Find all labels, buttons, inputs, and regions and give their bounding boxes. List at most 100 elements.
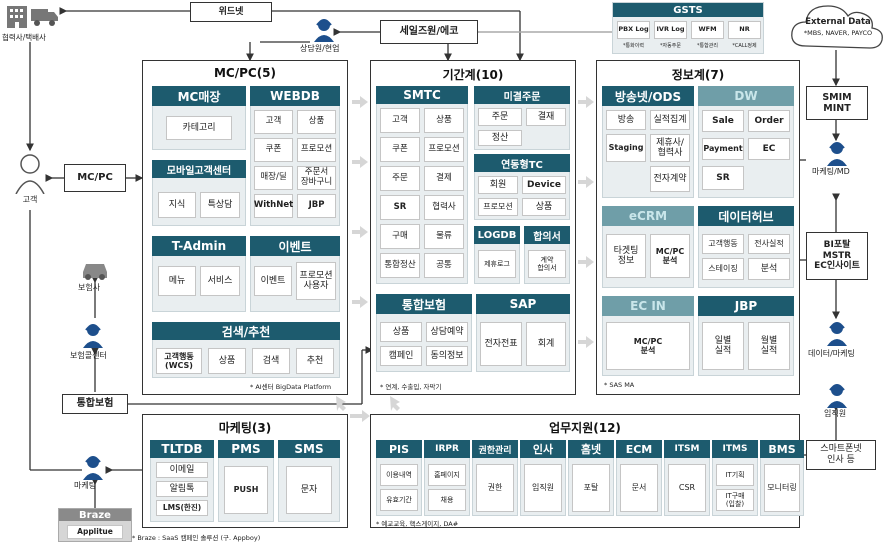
biz-item[interactable]: 모니터링	[764, 464, 800, 512]
gsts-item[interactable]: NR	[728, 21, 761, 39]
tltdb-item[interactable]: 알림톡	[156, 481, 208, 497]
linked-order-item[interactable]: 주문	[478, 108, 522, 126]
linked-order-item[interactable]: 결재	[526, 108, 566, 126]
tltdb-item[interactable]: 이메일	[156, 462, 208, 478]
broadcast-item[interactable]: 전자계약	[650, 166, 690, 192]
smtc-item[interactable]: 공통	[424, 253, 464, 278]
smartphone-hr-box[interactable]: 스마트폰넷 인사 등	[806, 440, 876, 470]
webdb-item[interactable]: 상품	[297, 110, 336, 134]
insurance-item[interactable]: 캠페인	[380, 346, 422, 366]
smtc-item[interactable]: 물류	[424, 224, 464, 249]
smtc-item[interactable]: 쿠폰	[380, 137, 420, 162]
logdb-item[interactable]: 제휴로그	[478, 250, 516, 278]
dw-item[interactable]: Sale	[702, 110, 744, 132]
external-data-sub: *MBS, NAVER, PAYCO	[803, 29, 873, 37]
datahub-item[interactable]: 분석	[748, 258, 790, 280]
event-item[interactable]: 프로모션 사용자	[296, 262, 336, 300]
event-title: 이벤트	[250, 236, 340, 256]
datahub-item[interactable]: 전사실적	[748, 234, 790, 254]
broadcast-item[interactable]: Staging	[606, 134, 646, 162]
jbp-item[interactable]: 일별 실적	[702, 322, 744, 370]
dw-item[interactable]: SR	[702, 166, 744, 190]
smtc-item[interactable]: 구매	[380, 224, 420, 249]
biz-item[interactable]: 이용내역	[380, 464, 418, 486]
smtc-item[interactable]: 협력사	[424, 195, 464, 220]
integrated-insurance-box[interactable]: 통합보험	[62, 394, 128, 414]
smtc-item[interactable]: 상품	[424, 108, 464, 133]
smtc-item[interactable]: 결제	[424, 166, 464, 191]
biz-item[interactable]: 문서	[620, 464, 658, 512]
sms-item[interactable]: 문자	[286, 466, 332, 514]
event-item[interactable]: 이벤트	[254, 266, 292, 296]
tadmin-item[interactable]: 서비스	[200, 266, 240, 296]
smtc-item[interactable]: 고객	[380, 108, 420, 133]
tadmin-item[interactable]: 메뉴	[158, 266, 196, 296]
smim-box[interactable]: SMIM MINT	[806, 86, 868, 120]
ecin-item[interactable]: MC/PC 분석	[606, 322, 690, 370]
biz-item[interactable]: 홈페이지	[428, 464, 466, 486]
search-item[interactable]: 고객행동 (WCS)	[156, 348, 202, 374]
webdb-item[interactable]: 고객	[254, 110, 293, 134]
insurance-item[interactable]: 상담예약	[426, 322, 468, 342]
mobile-cs-item[interactable]: 지식	[158, 192, 196, 218]
webdb-item[interactable]: WithNet	[254, 194, 293, 218]
biz-item[interactable]: 유효기간	[380, 489, 418, 511]
dw-item[interactable]: EC	[748, 138, 790, 160]
bi-box[interactable]: BI포탈 MSTR EC인사이트	[806, 232, 868, 280]
seiljoin-box[interactable]: 세일즈원/에코	[380, 20, 478, 44]
pms-item[interactable]: PUSH	[224, 466, 268, 514]
broadcast-item[interactable]: 제휴사/ 협력사	[650, 134, 690, 162]
tltdb-item[interactable]: LMS(한진)	[156, 500, 208, 516]
sap-item[interactable]: 전자전표	[480, 322, 522, 366]
biz-item[interactable]: CSR	[668, 464, 706, 512]
datahub-item[interactable]: 고객행동	[702, 234, 744, 254]
biz-item[interactable]: IT구매 (입찰)	[716, 489, 754, 511]
smtc-item[interactable]: 프로모션	[424, 137, 464, 162]
webdb-item[interactable]: 쿠폰	[254, 138, 293, 162]
dw-item[interactable]: Payment	[702, 138, 744, 160]
jbp-item[interactable]: 월별 실적	[748, 322, 790, 370]
linked-tc-item[interactable]: Device	[522, 176, 566, 194]
widnet-box[interactable]: 위드넷	[190, 2, 272, 22]
mcpc-box[interactable]: MC/PC	[64, 164, 126, 192]
datahub-item[interactable]: 스테이징	[702, 258, 744, 280]
webdb-item[interactable]: JBP	[297, 194, 336, 218]
dw-item[interactable]: Order	[748, 110, 790, 132]
ecrm-item[interactable]: MC/PC 분석	[650, 234, 690, 278]
broadcast-title: 방송넷/ODS	[602, 86, 694, 106]
linked-order-item[interactable]: 정산	[478, 130, 522, 146]
search-item[interactable]: 검색	[252, 348, 290, 374]
webdb-item[interactable]: 매장/딜	[254, 166, 293, 190]
gsts-title: GSTS	[613, 3, 763, 17]
linked-tc-item[interactable]: 상품	[522, 198, 566, 216]
broadcast-item[interactable]: 실적집계	[650, 110, 690, 130]
mc-store-item[interactable]: 카테고리	[166, 116, 232, 140]
biz-item[interactable]: 포탈	[572, 464, 610, 512]
contract-item[interactable]: 계약 합의서	[528, 250, 566, 278]
biz-item[interactable]: 권한	[476, 464, 514, 512]
biz-item[interactable]: 채용	[428, 489, 466, 511]
biz-item[interactable]: IT기획	[716, 464, 754, 486]
smtc-item[interactable]: 주문	[380, 166, 420, 191]
search-item[interactable]: 상품	[208, 348, 246, 374]
mobile-cs-item[interactable]: 특상담	[200, 192, 240, 218]
smtc-item[interactable]: 통합정산	[380, 253, 420, 278]
search-item[interactable]: 추천	[296, 348, 334, 374]
gsts-item[interactable]: WFM	[691, 21, 724, 39]
insurance-item[interactable]: 상품	[380, 322, 422, 342]
webdb-item[interactable]: 프로모션	[297, 138, 336, 162]
counselor-icon	[313, 18, 335, 46]
gsts-item[interactable]: IVR Log	[654, 21, 687, 39]
linked-tc-item[interactable]: 프로모션	[478, 198, 518, 216]
biz-item[interactable]: 임직원	[524, 464, 562, 512]
ecrm-item[interactable]: 타겟팅 정보	[606, 234, 646, 278]
applitue-chip[interactable]: Applitue	[67, 525, 123, 539]
smtc-item[interactable]: SR	[380, 195, 420, 220]
sap-item[interactable]: 회계	[526, 322, 566, 366]
webdb-item[interactable]: 주문서 장바구니	[297, 166, 336, 190]
linked-tc-item[interactable]: 회원	[478, 176, 518, 194]
broadcast-item[interactable]: 방송	[606, 110, 646, 130]
insurance-item[interactable]: 동의정보	[426, 346, 468, 366]
gsts-item[interactable]: PBX Log	[617, 21, 650, 39]
